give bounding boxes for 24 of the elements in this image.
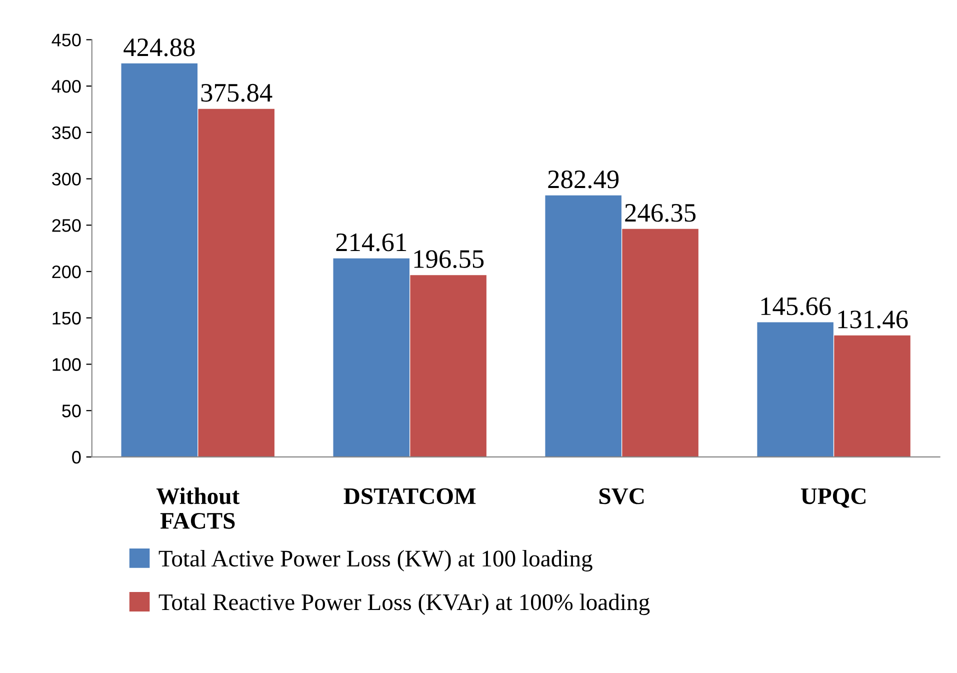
data-label: 131.46: [838, 310, 908, 328]
y-tick-label: 100: [52, 358, 81, 371]
data-label: 424.88: [124, 38, 195, 56]
data-label: 246.35: [625, 204, 696, 222]
y-tick-label: 400: [52, 80, 81, 93]
data-label: 375.84: [201, 84, 272, 102]
legend-label: Total Reactive Power Loss (KVAr) at 100% loading: [158, 594, 650, 616]
x-tick-label: DSTATCOM: [344, 488, 476, 504]
data-label: 196.55: [414, 250, 484, 268]
y-tick-label: 300: [52, 172, 81, 186]
y-tick-label: 200: [52, 265, 81, 278]
y-tick-label: 150: [52, 312, 81, 325]
x-tick-label: SVC: [599, 488, 644, 504]
x-tick-label: UPQC: [800, 488, 866, 508]
y-tick-label: 50: [62, 404, 81, 418]
data-label: 214.61: [336, 233, 406, 252]
legend-label: Total Active Power Loss (KW) at 100 loading: [158, 550, 592, 572]
y-tick-label: 0: [72, 450, 81, 464]
data-label: 145.66: [761, 297, 831, 316]
y-tick-label: 450: [52, 34, 81, 46]
y-tick-label: 350: [52, 126, 81, 140]
x-tick-label: Without FACTS: [156, 488, 240, 529]
data-label: 282.49: [548, 170, 619, 188]
y-tick-label: 250: [52, 219, 81, 232]
